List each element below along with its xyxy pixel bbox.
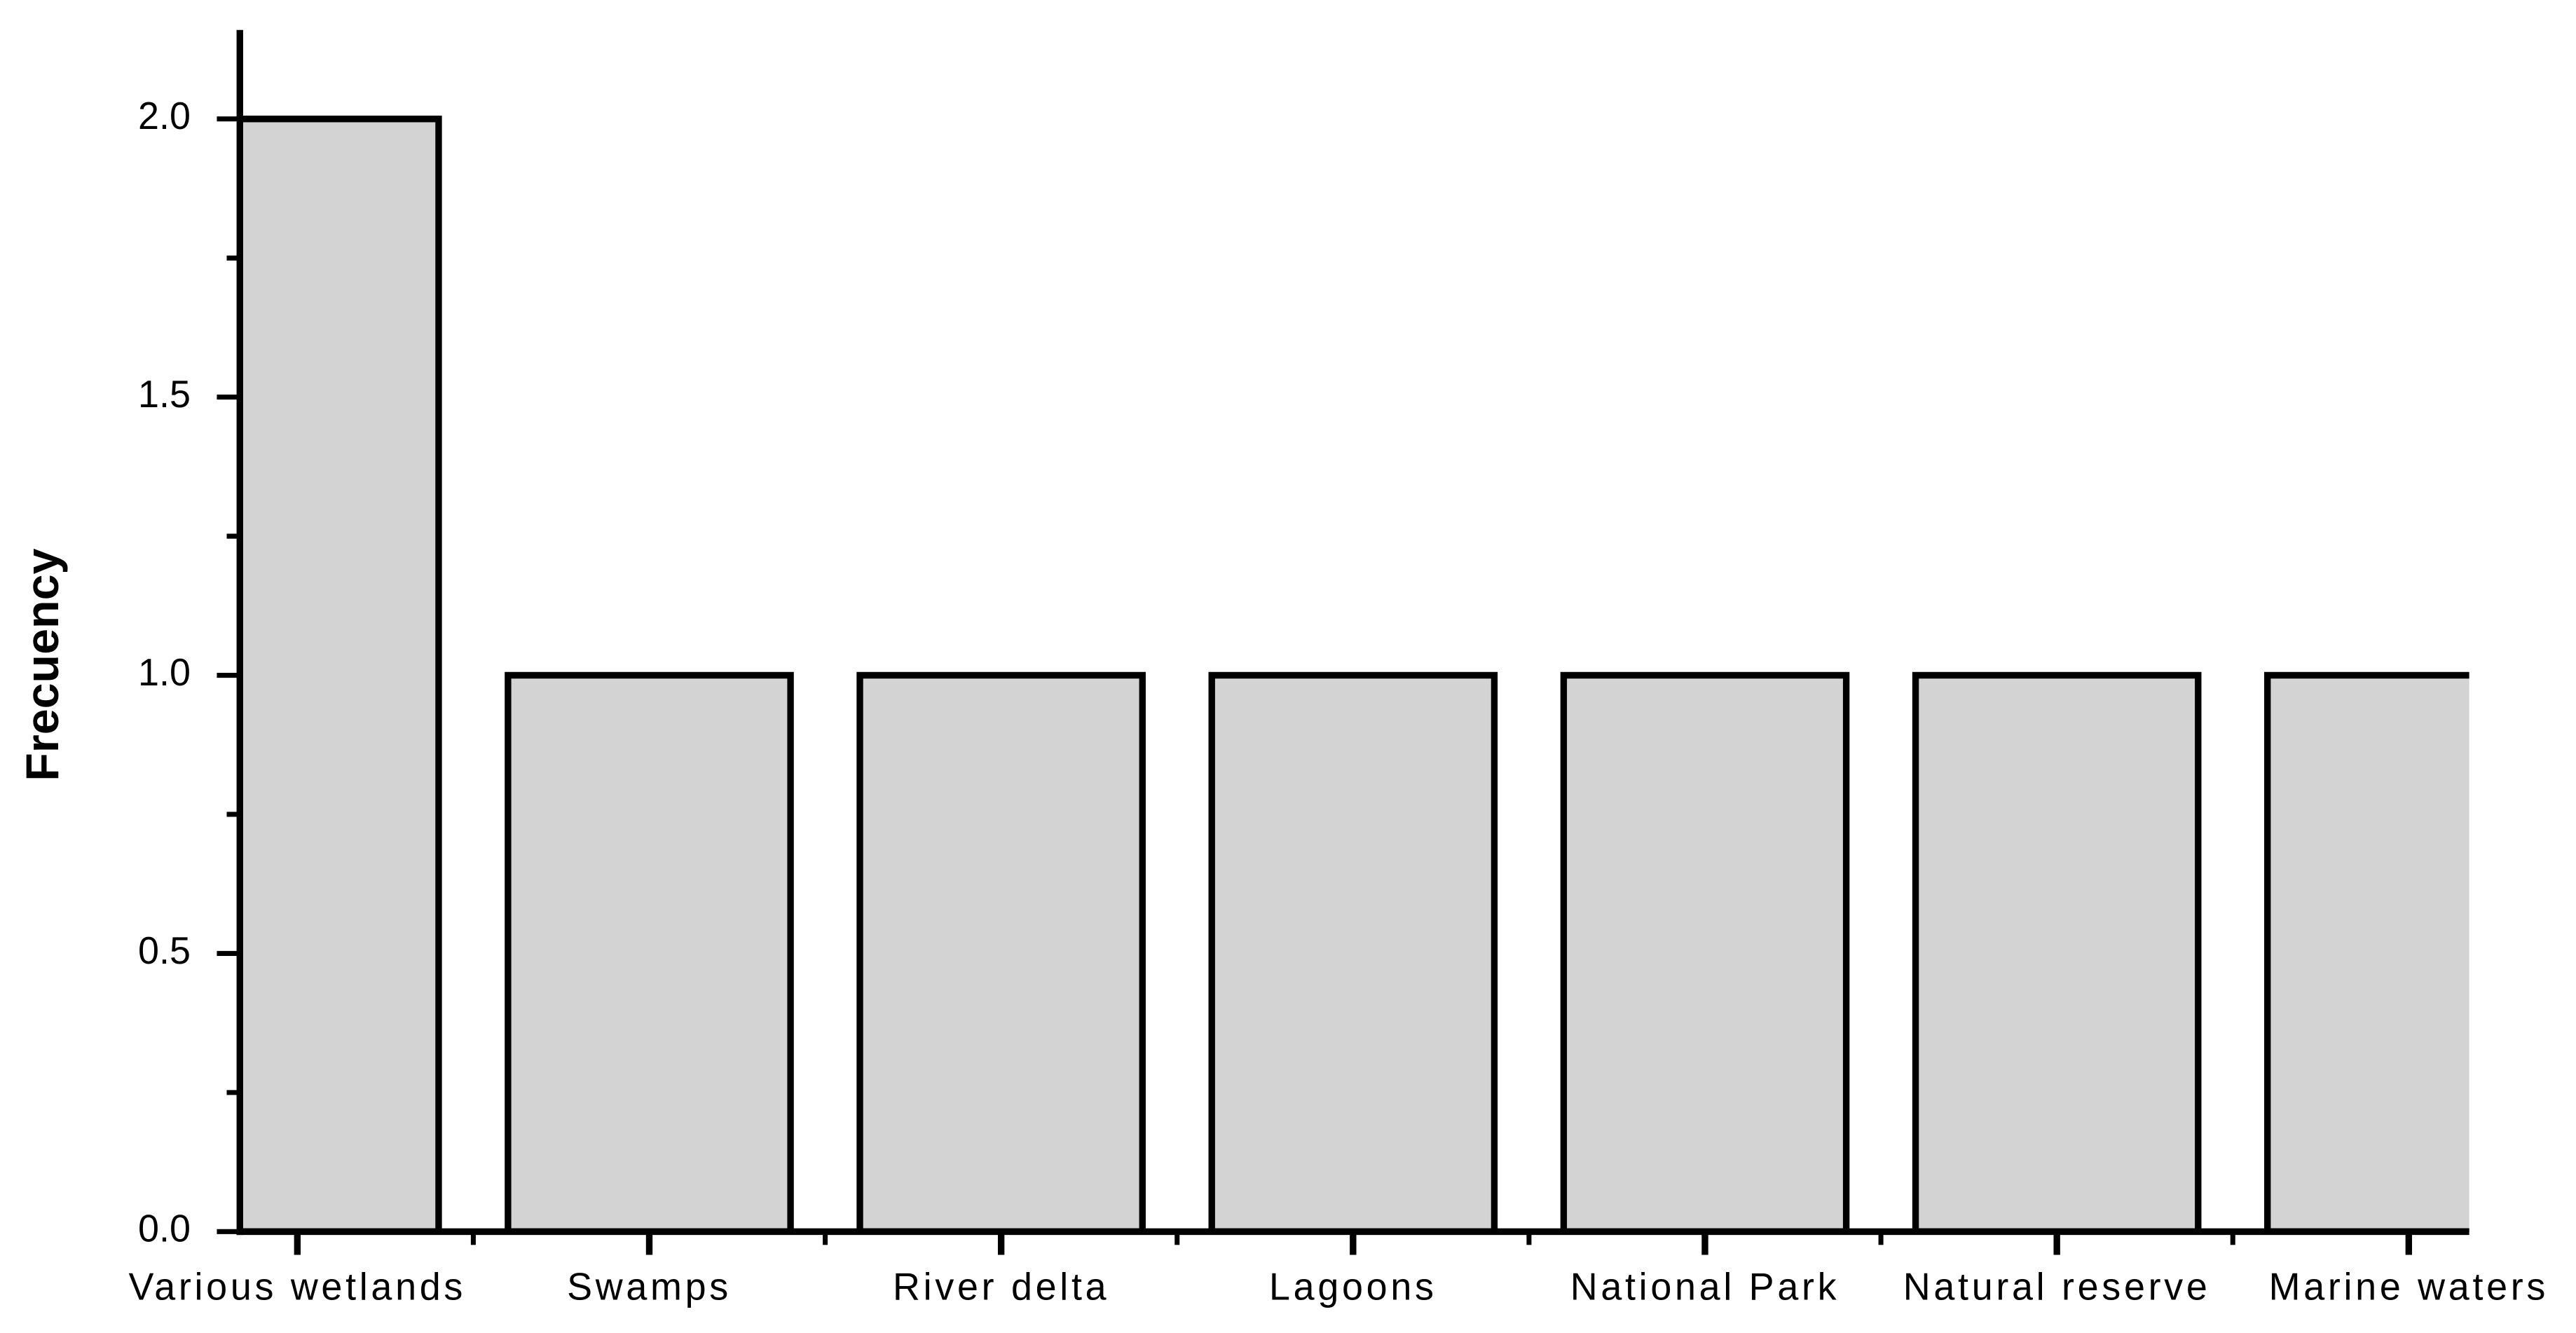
x-tick-label: Swamps bbox=[567, 1266, 732, 1308]
bar bbox=[240, 115, 442, 1232]
bar bbox=[1912, 671, 2202, 1232]
bar bbox=[856, 671, 1146, 1232]
x-tick-label: Lagoons bbox=[1269, 1266, 1437, 1308]
bar bbox=[505, 671, 794, 1232]
x-tick-label: Natural reserve bbox=[1903, 1266, 2211, 1308]
y-tick-label: 1.0 bbox=[138, 652, 191, 694]
y-tick-label: 1.5 bbox=[138, 374, 191, 416]
y-axis-title: Frecuency bbox=[16, 548, 68, 781]
y-tick-label: 0.0 bbox=[138, 1208, 191, 1250]
x-tick-label: Marine waters bbox=[2269, 1266, 2549, 1308]
plot-area bbox=[240, 115, 2469, 1232]
bar bbox=[1208, 671, 1498, 1232]
x-tick-label: National Park bbox=[1570, 1266, 1840, 1308]
y-tick-label: 0.5 bbox=[138, 930, 191, 972]
bar bbox=[1560, 671, 1850, 1232]
x-tick-label: River delta bbox=[893, 1266, 1109, 1308]
bar bbox=[2264, 671, 2469, 1232]
y-tick-label: 2.0 bbox=[138, 95, 191, 137]
x-tick-label: Various wetlands bbox=[129, 1266, 467, 1308]
